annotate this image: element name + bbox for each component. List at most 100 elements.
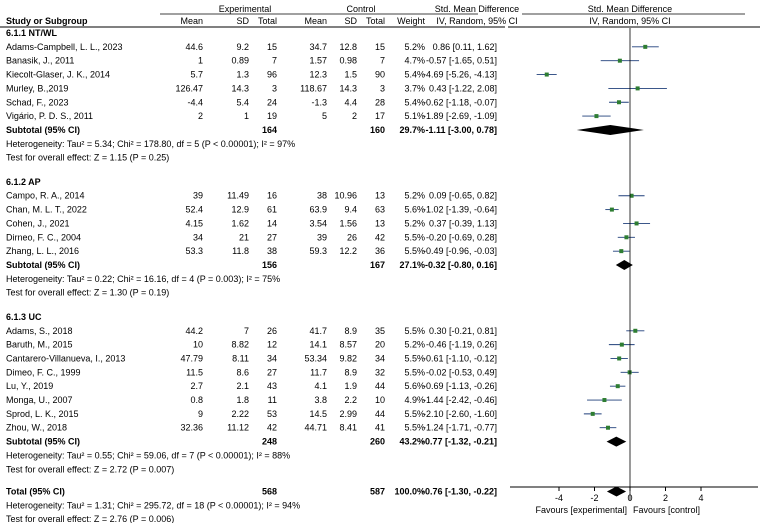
- x-axis-tick-label: 2: [663, 493, 668, 503]
- cell-e-sd: 2.1: [236, 381, 249, 391]
- study-name: Schad, F., 2023: [6, 97, 69, 107]
- cell-c-mean: 118.67: [300, 83, 327, 93]
- cell-weight: 27.1%: [399, 260, 425, 270]
- cell-c-total: 90: [375, 70, 385, 80]
- study-name: Zhang, L. L., 2016: [6, 246, 79, 256]
- cell-c-mean: 41.7: [309, 326, 327, 336]
- cell-c-total: 32: [375, 367, 385, 377]
- cell-c-sd: 10.96: [334, 191, 357, 201]
- cell-e-mean: 126.47: [175, 83, 203, 93]
- cell-c-mean: -1.3: [311, 97, 327, 107]
- cell-c-total: 63: [375, 205, 385, 215]
- cell-e-mean: 53.3: [185, 246, 203, 256]
- cell-weight: 5.5%: [404, 353, 425, 363]
- x-axis-tick-label: 0: [627, 493, 632, 503]
- cell-weight: 5.5%: [404, 232, 425, 242]
- x-axis-tick-label: 4: [698, 493, 703, 503]
- header-e-sd: SD: [236, 16, 249, 26]
- cell-c-mean: 34.7: [309, 42, 327, 52]
- study-2-0-point: [633, 328, 638, 333]
- cell-e-sd: 1: [244, 111, 249, 121]
- cell-e-sd: 1.8: [236, 395, 249, 405]
- cell-c-total: 15: [375, 42, 385, 52]
- cell-c-mean: 44.71: [304, 423, 327, 433]
- cell-e-mean: 4.15: [185, 218, 203, 228]
- cell-e-total: 96: [267, 70, 277, 80]
- study-name: Baruth, M., 2015: [6, 340, 73, 350]
- cell-e-sd: 5.4: [236, 97, 249, 107]
- cell-weight: 100.0%: [394, 487, 425, 497]
- cell-ci: -0.46 [-1.19, 0.26]: [426, 340, 497, 350]
- cell-e-total: 38: [267, 246, 277, 256]
- cell-e-total: 27: [267, 367, 277, 377]
- cell-c-total: 34: [375, 353, 385, 363]
- study-name: Zhou, W., 2018: [6, 423, 67, 433]
- cell-e-total: 248: [262, 437, 277, 447]
- cell-c-total: 17: [375, 111, 385, 121]
- study-1-3-point: [624, 235, 629, 240]
- cell-c-sd: 26: [347, 232, 357, 242]
- study-name: Vigário, P. D. S., 2011: [6, 111, 93, 121]
- favours-experimental-label: Favours [experimental]: [535, 505, 627, 515]
- cell-c-total: 13: [375, 218, 385, 228]
- cell-e-total: 15: [267, 42, 277, 52]
- subtotal-label: Subtotal (95% CI): [6, 260, 80, 270]
- subtotal-label: Subtotal (95% CI): [6, 125, 80, 135]
- study-1-1-point: [609, 207, 614, 212]
- cell-ci: -0.32 [-0.80, 0.16]: [425, 260, 497, 270]
- cell-c-total: 10: [375, 395, 385, 405]
- cell-e-mean: 32.36: [180, 423, 203, 433]
- cell-c-sd: 8.57: [339, 340, 357, 350]
- study-name: Cohen, J., 2021: [6, 218, 70, 228]
- cell-e-mean: 11.5: [186, 367, 203, 377]
- study-name: Cantarero-Villanueva, I., 2013: [6, 353, 125, 363]
- cell-e-sd: 9.2: [236, 42, 249, 52]
- cell-e-total: 156: [262, 260, 277, 270]
- cell-c-total: 36: [375, 246, 385, 256]
- cell-c-total: 260: [370, 437, 385, 447]
- cell-e-mean: -4.4: [187, 97, 203, 107]
- cell-weight: 43.2%: [399, 437, 425, 447]
- cell-e-mean: 47.79: [180, 353, 203, 363]
- study-2-6-point: [590, 411, 595, 416]
- cell-c-total: 3: [380, 83, 385, 93]
- cell-e-total: 3: [272, 83, 277, 93]
- cell-e-total: 61: [267, 205, 277, 215]
- cell-e-total: 34: [267, 353, 277, 363]
- cell-ci: -0.61 [-1.10, -0.12]: [423, 353, 497, 363]
- cell-c-sd: 9.4: [344, 205, 357, 215]
- cell-e-total: 26: [267, 326, 277, 336]
- heterogeneity-text: Heterogeneity: Tau² = 0.22; Chi² = 16.16…: [6, 274, 280, 284]
- cell-e-sd: 12.9: [231, 205, 249, 215]
- cell-c-mean: 53.34: [304, 353, 327, 363]
- cell-weight: 5.5%: [404, 423, 425, 433]
- cell-ci: -0.02 [-0.53, 0.49]: [426, 367, 497, 377]
- cell-e-total: 24: [267, 97, 277, 107]
- cell-c-total: 587: [370, 487, 385, 497]
- cell-e-mean: 2: [198, 111, 203, 121]
- cell-c-sd: 1.9: [344, 381, 357, 391]
- cell-e-total: 7: [272, 56, 277, 66]
- cell-e-total: 42: [267, 423, 277, 433]
- cell-c-mean: 1.57: [309, 56, 327, 66]
- cell-c-total: 20: [375, 340, 385, 350]
- cell-c-sd: 4.4: [344, 97, 357, 107]
- header-weight: Weight: [397, 16, 425, 26]
- cell-e-sd: 11.8: [232, 246, 249, 256]
- cell-weight: 5.5%: [404, 326, 425, 336]
- cell-c-sd: 8.9: [344, 367, 357, 377]
- cell-c-total: 28: [375, 97, 385, 107]
- cell-c-mean: 5: [322, 111, 327, 121]
- cell-ci: -1.11 [-3.00, 0.78]: [425, 125, 497, 135]
- cell-ci: -2.10 [-2.60, -1.60]: [423, 409, 497, 419]
- cell-ci: -0.62 [-1.18, -0.07]: [423, 97, 497, 107]
- cell-c-mean: 3.54: [309, 218, 327, 228]
- cell-ci: -0.57 [-1.65, 0.51]: [426, 56, 497, 66]
- cell-c-mean: 38: [317, 191, 327, 201]
- cell-e-sd: 1.3: [236, 70, 249, 80]
- study-2-4-point: [615, 384, 620, 389]
- cell-c-total: 160: [370, 125, 385, 135]
- subtotal-1-diamond: [615, 259, 633, 270]
- footer-text: Heterogeneity: Tau² = 1.31; Chi² = 295.7…: [6, 500, 300, 510]
